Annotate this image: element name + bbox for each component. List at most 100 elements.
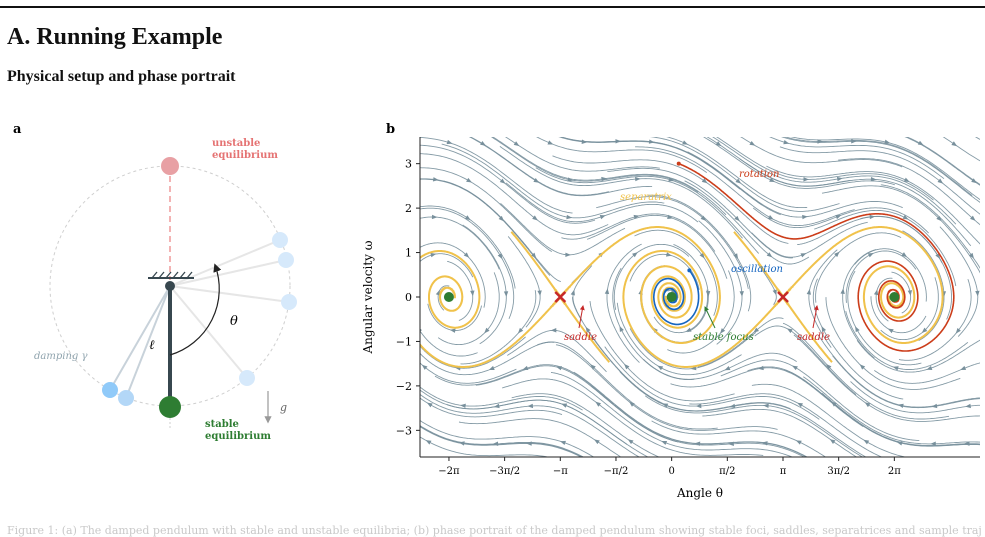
streamline bbox=[670, 367, 864, 427]
flow-arrow bbox=[835, 214, 842, 220]
streamline bbox=[821, 185, 980, 274]
x-tick-label: π/2 bbox=[719, 466, 735, 477]
streamline bbox=[420, 425, 585, 457]
streamline bbox=[504, 137, 660, 172]
damping-label: damping γ bbox=[34, 351, 87, 362]
flow-arrow bbox=[960, 365, 967, 370]
streamline bbox=[535, 167, 760, 254]
unstable-label: equilibrium bbox=[212, 150, 278, 161]
streamline bbox=[420, 386, 583, 411]
flow-arrow bbox=[599, 215, 606, 220]
flow-arrow bbox=[668, 177, 675, 182]
y-tick-label: −3 bbox=[396, 424, 412, 437]
ghost-positions bbox=[102, 232, 297, 406]
streamline bbox=[499, 146, 743, 239]
rotation-start bbox=[676, 161, 681, 166]
flow-arrow bbox=[421, 364, 428, 370]
streamline bbox=[619, 371, 867, 457]
flow-arrow bbox=[795, 440, 802, 445]
flow-arrow bbox=[975, 290, 980, 297]
oscillation-label: oscillation bbox=[731, 264, 783, 275]
flow-arrow bbox=[585, 326, 591, 333]
flow-arrow bbox=[560, 440, 566, 446]
flow-arrow bbox=[556, 366, 562, 371]
saddle-right-label: saddle bbox=[797, 332, 830, 343]
streamline bbox=[651, 420, 827, 457]
flow-arrow bbox=[566, 214, 573, 220]
streamline bbox=[420, 393, 640, 457]
streamline bbox=[589, 301, 735, 402]
streamline bbox=[587, 331, 791, 412]
flow-arrow bbox=[420, 326, 423, 333]
flow-arrow bbox=[840, 288, 845, 295]
streamline bbox=[571, 226, 669, 284]
x-tick-label: −π/2 bbox=[604, 466, 629, 477]
x-tick-label: π bbox=[780, 466, 787, 477]
flow-arrow bbox=[570, 289, 575, 296]
flow-arrow bbox=[460, 403, 466, 409]
x-tick-label: −π bbox=[553, 466, 568, 477]
stable-focus bbox=[666, 292, 677, 302]
flow-arrow bbox=[859, 364, 866, 370]
streamline bbox=[634, 229, 718, 316]
x-axis-label: Angle θ bbox=[676, 486, 723, 500]
flow-arrow bbox=[873, 289, 879, 296]
flow-arrow bbox=[720, 328, 726, 334]
flow-arrow bbox=[624, 363, 630, 370]
streamline bbox=[552, 155, 789, 244]
streamline bbox=[420, 397, 563, 418]
saddle-point bbox=[777, 291, 789, 303]
ghost-bob bbox=[278, 252, 294, 268]
flow-arrow bbox=[701, 178, 708, 184]
flow-arrow bbox=[930, 441, 936, 446]
streamline bbox=[782, 322, 950, 420]
panel-b: b −2π −3π/2 −π −π/2 0 π/2 π 3π/2 2π −3 −2 −1 0 1 2 3 A… bbox=[361, 122, 980, 500]
flow-arrow bbox=[627, 439, 634, 445]
flow-arrow bbox=[724, 365, 731, 371]
streamline bbox=[854, 248, 927, 302]
flow-arrow bbox=[531, 252, 537, 259]
flow-arrow bbox=[887, 328, 894, 334]
flow-arrow bbox=[855, 326, 860, 333]
flow-arrow bbox=[936, 215, 942, 222]
oscillation-start bbox=[687, 268, 692, 273]
streamline bbox=[420, 137, 573, 214]
flow-arrow bbox=[792, 365, 798, 371]
streamline bbox=[904, 137, 980, 186]
x-tick-label: 2π bbox=[888, 466, 901, 477]
streamline bbox=[781, 137, 980, 203]
y-ticks: −3 −2 −1 0 1 2 3 bbox=[396, 158, 420, 437]
flow-arrow bbox=[537, 290, 542, 297]
gravity-label: g bbox=[280, 401, 287, 414]
streamline bbox=[507, 236, 541, 328]
flow-arrow bbox=[426, 402, 433, 408]
flow-arrow bbox=[527, 403, 534, 409]
flow-arrow bbox=[767, 215, 774, 220]
flow-arrow bbox=[499, 178, 506, 184]
streamline bbox=[739, 158, 972, 247]
flow-arrow bbox=[964, 441, 970, 446]
flow-arrow bbox=[733, 253, 739, 260]
streamline bbox=[607, 167, 793, 259]
x-tick-label: 3π/2 bbox=[827, 466, 850, 477]
saddle-cross bbox=[554, 291, 567, 303]
streamline bbox=[802, 376, 980, 445]
streamline bbox=[420, 216, 500, 270]
streamline bbox=[689, 393, 883, 457]
streamline bbox=[874, 362, 980, 384]
flow-arrow bbox=[425, 440, 432, 445]
y-tick-label: 2 bbox=[405, 202, 412, 215]
streamline bbox=[821, 392, 980, 446]
streamline bbox=[536, 137, 708, 173]
streamline bbox=[443, 180, 561, 282]
streamline bbox=[793, 334, 980, 422]
streamline bbox=[420, 426, 582, 457]
stable-label: equilibrium bbox=[205, 431, 271, 442]
section-title: A. Running Example bbox=[7, 24, 223, 50]
ghost-bob bbox=[102, 382, 118, 398]
streamline bbox=[751, 221, 868, 258]
saddle-cross bbox=[777, 291, 789, 303]
flow-arrow bbox=[921, 327, 928, 333]
flow-arrow bbox=[863, 439, 870, 445]
